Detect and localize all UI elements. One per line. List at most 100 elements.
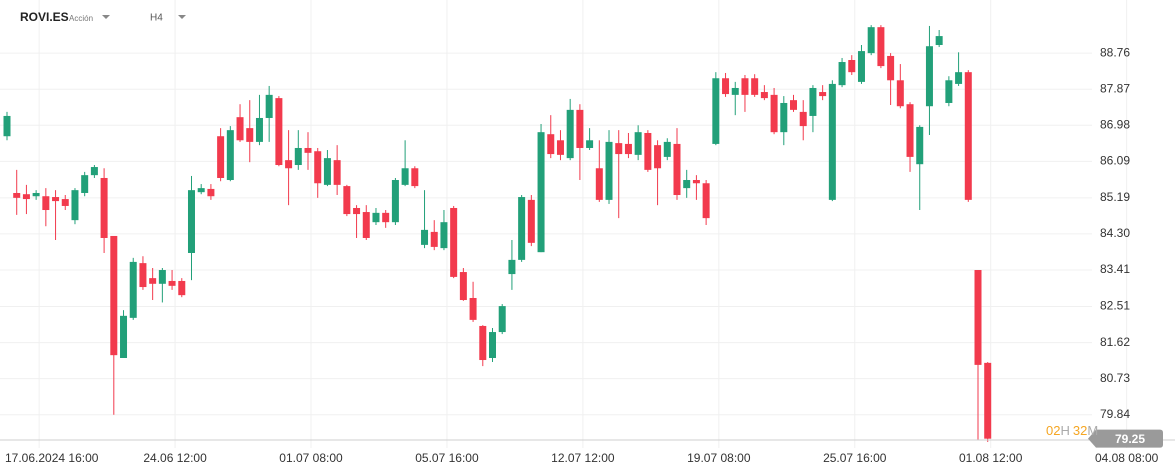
countdown-hours: 02 — [1046, 423, 1060, 438]
candle-body — [712, 78, 720, 144]
x-tick-label: 04.08 08:00 — [1095, 451, 1159, 465]
candle-body — [527, 199, 535, 243]
candle-body — [877, 27, 885, 67]
candle-body — [945, 80, 953, 103]
x-tick-label: 25.07 16:00 — [823, 451, 887, 465]
candle-body — [790, 100, 798, 110]
candle-body — [887, 55, 895, 81]
candle-body — [654, 145, 662, 169]
candle-body — [265, 94, 273, 118]
candle-body — [42, 196, 50, 211]
candle-body — [246, 128, 254, 142]
candle-body — [411, 168, 419, 187]
timeframe-dropdown[interactable] — [178, 15, 186, 19]
candle-body — [644, 132, 652, 170]
y-tick-label: 82.51 — [1100, 299, 1130, 313]
candle-body — [702, 183, 710, 219]
candle-body — [780, 102, 788, 133]
candle-body — [537, 132, 545, 253]
y-tick-label: 88.76 — [1100, 45, 1130, 59]
candle-body — [187, 190, 195, 253]
timeframe[interactable]: H4 — [150, 13, 163, 24]
candle-body — [81, 175, 89, 193]
candle-body — [158, 270, 166, 284]
candle-body — [421, 229, 429, 245]
candle-body — [3, 115, 11, 137]
candle-body — [576, 109, 584, 148]
y-tick-label: 86.09 — [1100, 154, 1130, 168]
price-tag-label: 79.25 — [1115, 432, 1145, 446]
countdown-hours-unit: H — [1060, 423, 1069, 438]
candle-body — [498, 306, 506, 333]
candle-body — [372, 212, 380, 223]
grid — [0, 0, 1128, 448]
candle-body — [566, 109, 574, 159]
candle-body — [255, 117, 263, 142]
candle-body — [974, 270, 982, 365]
candle-body — [275, 98, 283, 166]
candles — [3, 25, 992, 442]
candle-body — [236, 117, 244, 141]
candle-body — [139, 263, 147, 288]
candle-body — [304, 147, 312, 153]
candle-body — [401, 168, 409, 185]
candle-body — [547, 134, 555, 155]
x-tick-label: 01.07 08:00 — [279, 451, 343, 465]
candle-body — [430, 231, 438, 247]
candle-body — [353, 207, 361, 215]
candle-body — [595, 168, 603, 200]
candle-body — [440, 222, 448, 249]
candle-body — [741, 78, 749, 95]
candle-body — [459, 272, 467, 301]
candle-body — [731, 87, 739, 95]
candle-body — [479, 325, 487, 361]
symbol-dropdown[interactable] — [102, 15, 110, 19]
candle-body — [848, 60, 856, 73]
candle-body — [722, 78, 730, 95]
candle-body — [343, 186, 351, 215]
candle-body — [285, 160, 293, 169]
candle-body — [61, 199, 69, 206]
candle-body — [586, 140, 594, 148]
asset-type: Acción — [69, 14, 93, 23]
candle-body — [809, 87, 817, 116]
countdown-minutes: 32 — [1073, 423, 1087, 438]
countdown-minutes-unit: M — [1087, 423, 1098, 438]
candle-body — [362, 212, 370, 238]
candle-body — [916, 126, 924, 165]
candle-body — [615, 143, 623, 155]
candle-body — [13, 192, 21, 198]
candle-body — [955, 72, 963, 84]
candle-body — [896, 80, 904, 107]
candle-body — [692, 180, 700, 184]
candle-body — [71, 190, 79, 221]
candle-body — [605, 141, 613, 200]
y-tick-label: 85.19 — [1100, 190, 1130, 204]
y-tick-label: 80.73 — [1100, 371, 1130, 385]
candle-body — [673, 143, 681, 196]
candle-body — [120, 315, 128, 358]
symbol[interactable]: ROVI.ES — [20, 10, 69, 24]
candle-body — [634, 132, 642, 155]
x-tick-label: 01.08 12:00 — [959, 451, 1023, 465]
candle-body — [314, 151, 322, 184]
candle-body — [149, 278, 157, 284]
candle-body — [906, 104, 914, 157]
candle-body — [984, 362, 992, 439]
candle-body — [450, 207, 458, 277]
candle-body — [556, 140, 564, 155]
candle-body — [100, 177, 108, 238]
candle-body — [129, 261, 137, 318]
candle-body — [751, 78, 759, 95]
candle-body — [178, 280, 186, 296]
countdown: 02H 32M — [1046, 423, 1098, 438]
x-tick-label: 17.06.2024 16:00 — [5, 451, 99, 465]
candle-body — [469, 297, 477, 320]
candle-body — [333, 160, 341, 185]
candle-body — [489, 332, 496, 358]
candle-body — [217, 136, 225, 178]
candle-body — [867, 27, 875, 54]
candle-body — [52, 197, 60, 202]
candle-body — [624, 143, 632, 155]
